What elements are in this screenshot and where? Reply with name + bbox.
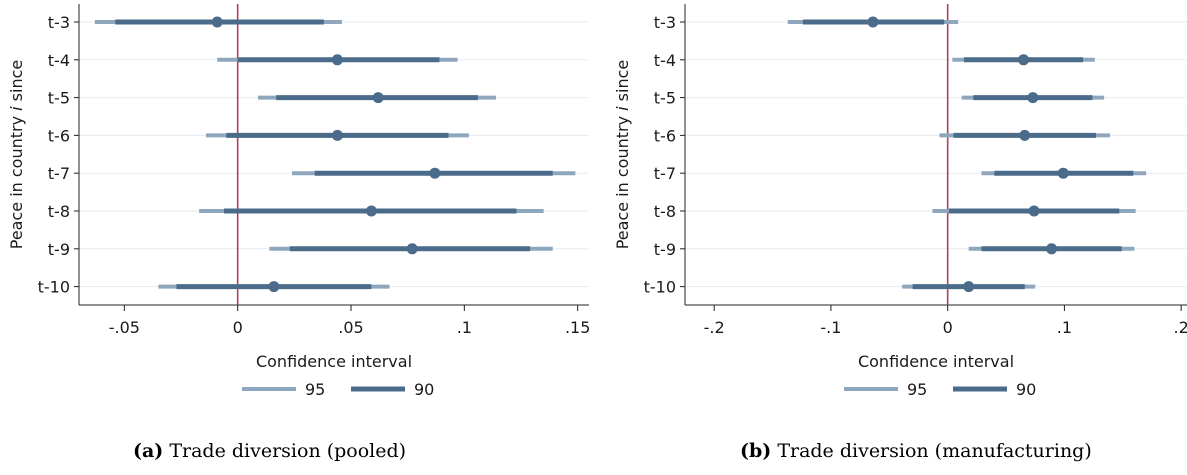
estimate-point-t-8: [365, 205, 377, 217]
estimate-point-t-4: [331, 54, 343, 66]
y-tick-label-t-5: t-5: [654, 89, 676, 108]
estimate-point-t-5: [372, 92, 384, 104]
estimate-point-t-7: [429, 167, 441, 179]
x-tick-label-4: .15: [565, 318, 590, 337]
y-axis-label-part: since: [613, 60, 632, 107]
estimate-point-t-8: [1028, 205, 1040, 217]
y-axis-label: Peace in country i since: [7, 60, 26, 250]
y-axis-label: Peace in country i since: [613, 60, 632, 250]
y-axis-label-part: since: [7, 60, 26, 107]
legend-label-95: 95: [305, 380, 325, 399]
y-tick-label-t-8: t-8: [654, 202, 676, 221]
y-tick-label-t-9: t-9: [654, 240, 676, 259]
estimate-point-t-10: [268, 281, 280, 293]
x-tick-label-1: 0: [233, 318, 243, 337]
estimate-point-t-6: [331, 129, 343, 141]
caption-b: (b) Trade diversion (manufacturing): [740, 440, 1092, 462]
x-tick-label-3: .1: [457, 318, 472, 337]
y-axis-label-part: i: [613, 106, 632, 111]
x-tick-label-2: .05: [338, 318, 363, 337]
y-tick-label-t-3: t-3: [48, 13, 70, 32]
y-tick-label-t-4: t-4: [654, 51, 676, 70]
y-axis-label-part: i: [7, 106, 26, 111]
caption-b-label: (b): [740, 440, 772, 462]
x-tick-label-0: -.05: [109, 318, 140, 337]
y-tick-label-t-3: t-3: [654, 13, 676, 32]
estimate-point-t-3: [211, 16, 223, 28]
caption-b-text: Trade diversion (manufacturing): [777, 440, 1092, 462]
x-axis-label: Confidence interval: [858, 352, 1014, 371]
y-axis-label-part: Peace in country: [7, 111, 26, 249]
estimate-point-t-9: [406, 243, 418, 255]
x-tick-label-0: -.2: [704, 318, 725, 337]
y-tick-label-t-7: t-7: [48, 164, 70, 183]
y-tick-label-t-6: t-6: [48, 126, 70, 145]
x-tick-label-1: -.1: [820, 318, 841, 337]
caption-a-label: (a): [133, 440, 164, 462]
caption-a-text: Trade diversion (pooled): [169, 440, 407, 462]
x-tick-label-3: .1: [1057, 318, 1072, 337]
y-tick-label-t-5: t-5: [48, 89, 70, 108]
y-tick-label-t-10: t-10: [38, 278, 70, 297]
x-axis-label: Confidence interval: [256, 352, 412, 371]
y-tick-label-t-8: t-8: [48, 202, 70, 221]
estimate-point-t-5: [1027, 92, 1039, 104]
y-tick-label-t-7: t-7: [654, 164, 676, 183]
estimate-point-t-7: [1057, 167, 1069, 179]
estimate-point-t-6: [1019, 129, 1031, 141]
y-tick-label-t-4: t-4: [48, 51, 70, 70]
panel-a: t-3 t-4 t-5 t-6 t-7 t-8 t-9 t-10 -.05 0 .05 .1 .15 Pe…: [7, 4, 590, 399]
caption-a: (a) Trade diversion (pooled): [133, 440, 406, 462]
estimate-point-t-10: [963, 281, 975, 293]
estimate-point-t-4: [1018, 54, 1030, 66]
panel-b: t-3 t-4 t-5 t-6 t-7 t-8 t-9 t-10 -.2 -.1 0 .1 .2 Peac…: [613, 4, 1187, 399]
legend-label-95: 95: [907, 380, 927, 399]
y-tick-label-t-6: t-6: [654, 126, 676, 145]
estimate-point-t-9: [1046, 243, 1058, 255]
y-tick-label-t-9: t-9: [48, 240, 70, 259]
x-tick-label-2: 0: [943, 318, 953, 337]
estimate-point-t-3: [867, 16, 879, 28]
x-tick-label-4: .2: [1174, 318, 1187, 337]
legend-label-90: 90: [1016, 380, 1036, 399]
y-axis-label-part: Peace in country: [613, 111, 632, 249]
legend-label-90: 90: [414, 380, 434, 399]
y-tick-label-t-10: t-10: [644, 278, 676, 297]
